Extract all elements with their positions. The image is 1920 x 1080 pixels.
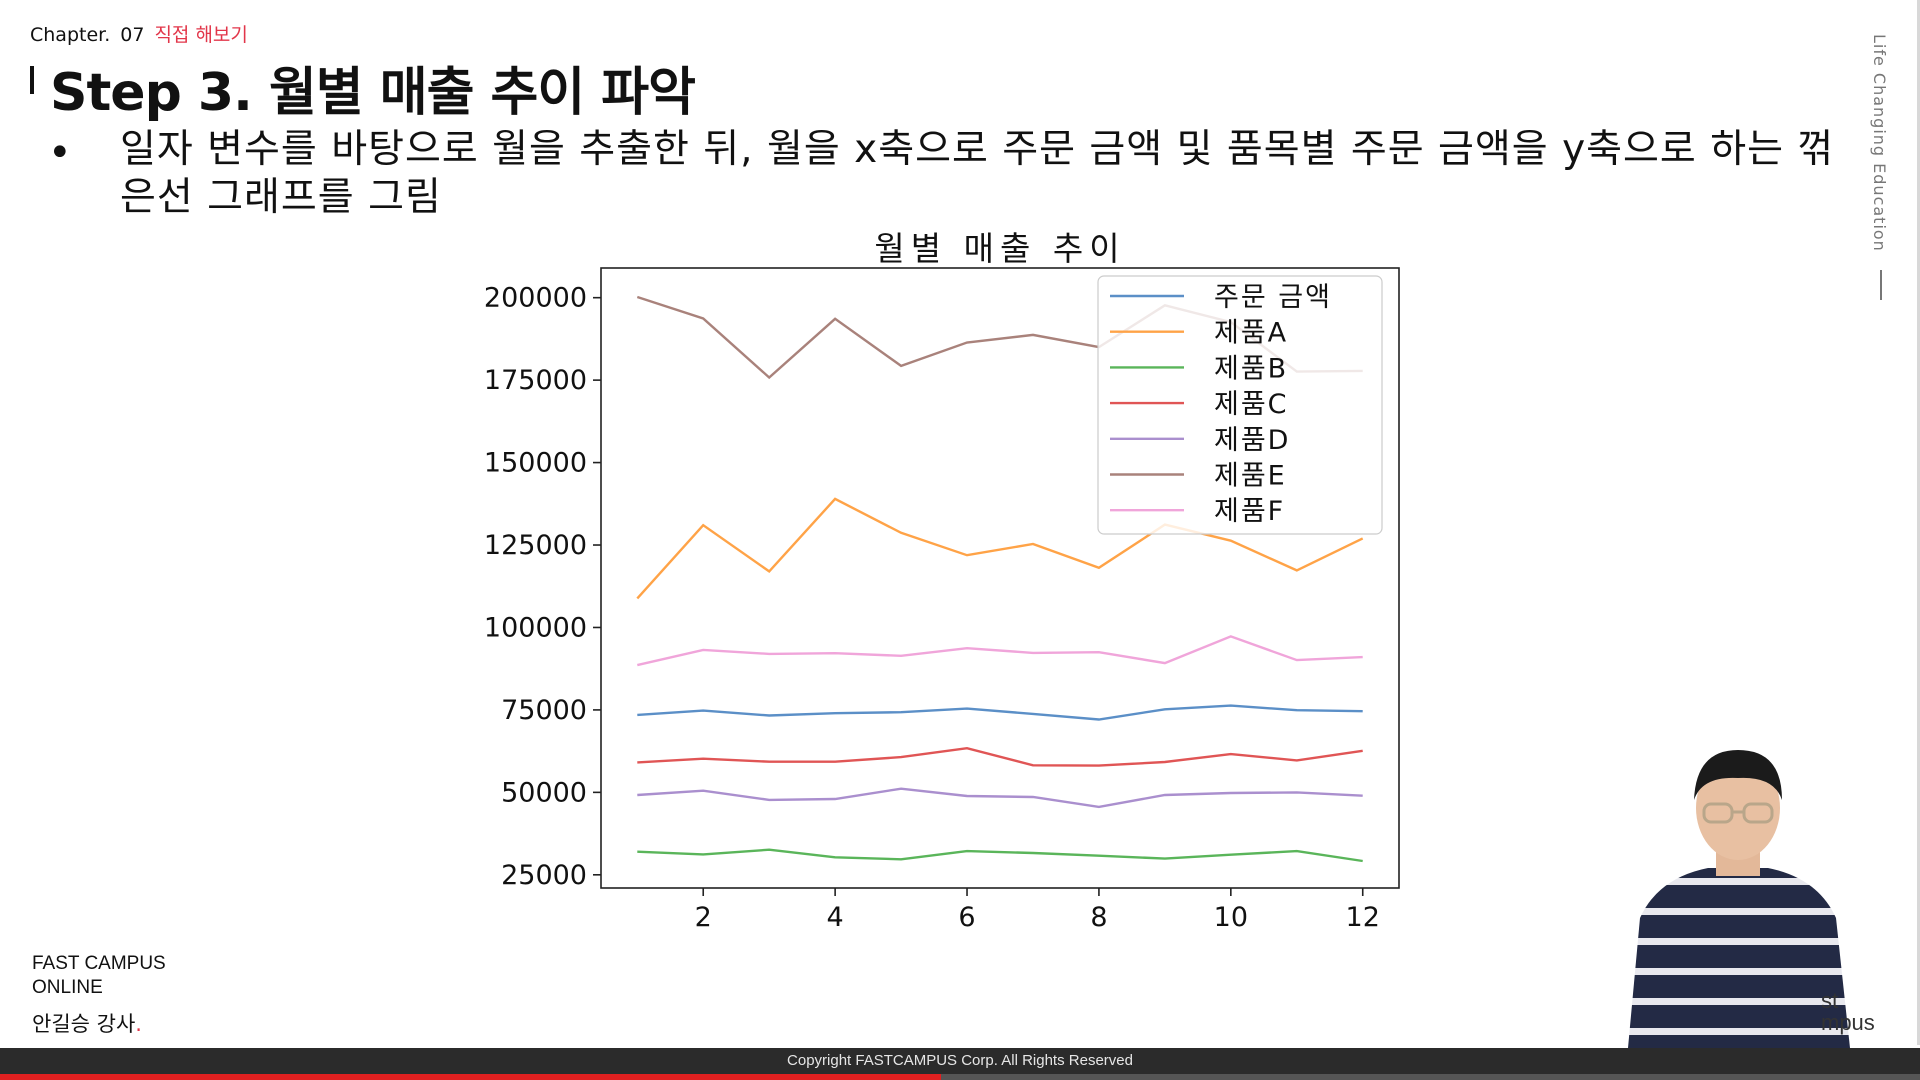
brand-line-2: ONLINE — [32, 977, 103, 998]
chart-title: 월별 매출 추이 — [874, 229, 1125, 268]
series-line-4 — [637, 746, 1363, 767]
chapter-title: 직접 해보기 — [154, 24, 248, 46]
bullet-text: 일자 변수를 바탕으로 월을 추출한 뒤, 월을 x축으로 주문 금액 및 품목… — [120, 127, 1835, 220]
legend-label: 주문 금액 — [1214, 282, 1332, 313]
legend-label: 제품C — [1214, 389, 1289, 420]
bullet-icon: • — [48, 130, 72, 176]
y-tick-label: 125000 — [484, 530, 587, 561]
x-tick-label: 12 — [1346, 902, 1380, 933]
y-tick-label: 100000 — [484, 612, 587, 643]
x-tick-label: 8 — [1090, 902, 1107, 933]
x-tick-label: 6 — [958, 902, 975, 933]
x-tick-label: 4 — [827, 902, 844, 933]
y-tick-label: 50000 — [501, 777, 587, 808]
chapter-heading: Chapter. 07 직접 해보기 — [30, 20, 248, 47]
copyright-text: Copyright FASTCAMPUS Corp. All Rights Re… — [787, 1052, 1133, 1069]
legend-label: 제품D — [1214, 425, 1290, 456]
legend-label: 제품A — [1214, 318, 1288, 349]
camera-logo: st mpus — [1821, 990, 1875, 1034]
legend-label: 제품B — [1214, 353, 1288, 384]
side-divider — [1880, 270, 1882, 300]
chapter-number: 07 — [120, 24, 145, 46]
series-line-5 — [637, 787, 1363, 809]
x-tick-label: 10 — [1214, 902, 1248, 933]
plot-area: 25000 50000 75000 100000 125000 150000 175000 2… — [484, 267, 1400, 933]
video-progress-fill — [0, 1074, 941, 1080]
title-marker — [30, 66, 34, 94]
y-tick-label: 75000 — [501, 695, 587, 726]
instructor-dot: . — [135, 1012, 142, 1036]
footer-bar — [0, 1048, 1920, 1074]
legend-label: 제품E — [1214, 461, 1287, 492]
series-line-3 — [637, 848, 1363, 863]
right-border — [1917, 0, 1920, 1045]
slide-title: Step 3. 월별 매출 추이 파악 — [50, 63, 696, 123]
chapter-label: Chapter. — [30, 24, 111, 46]
x-tick-label: 2 — [695, 902, 712, 933]
presenter-illustration — [1628, 750, 1850, 1048]
series-line-1 — [637, 704, 1363, 721]
brand-line-1: FAST CAMPUS — [32, 953, 166, 974]
legend-label: 제품F — [1214, 496, 1285, 527]
y-tick-label: 200000 — [484, 283, 587, 314]
brand-logo: FAST CAMPUS ONLINE — [32, 952, 166, 1000]
camera-logo-line-1: st — [1821, 988, 1839, 1013]
instructor-label: 안길승 강사 — [32, 1012, 136, 1036]
plot-frame — [600, 267, 1400, 889]
series-line-7 — [637, 635, 1363, 667]
legend-box — [1097, 275, 1383, 535]
series-line-2 — [636, 497, 1364, 600]
instructor-name: 안길승 강사. — [32, 1008, 142, 1038]
camera-logo-line-2: mpus — [1821, 1010, 1875, 1035]
video-progress-bar[interactable] — [0, 1074, 1920, 1080]
webcam-video: st mpus — [1588, 748, 1888, 1048]
side-tagline: Life Changing Education — [1870, 34, 1889, 252]
y-tick-label: 150000 — [484, 448, 587, 479]
y-tick-label: 25000 — [501, 860, 587, 891]
y-tick-label: 175000 — [484, 365, 587, 396]
